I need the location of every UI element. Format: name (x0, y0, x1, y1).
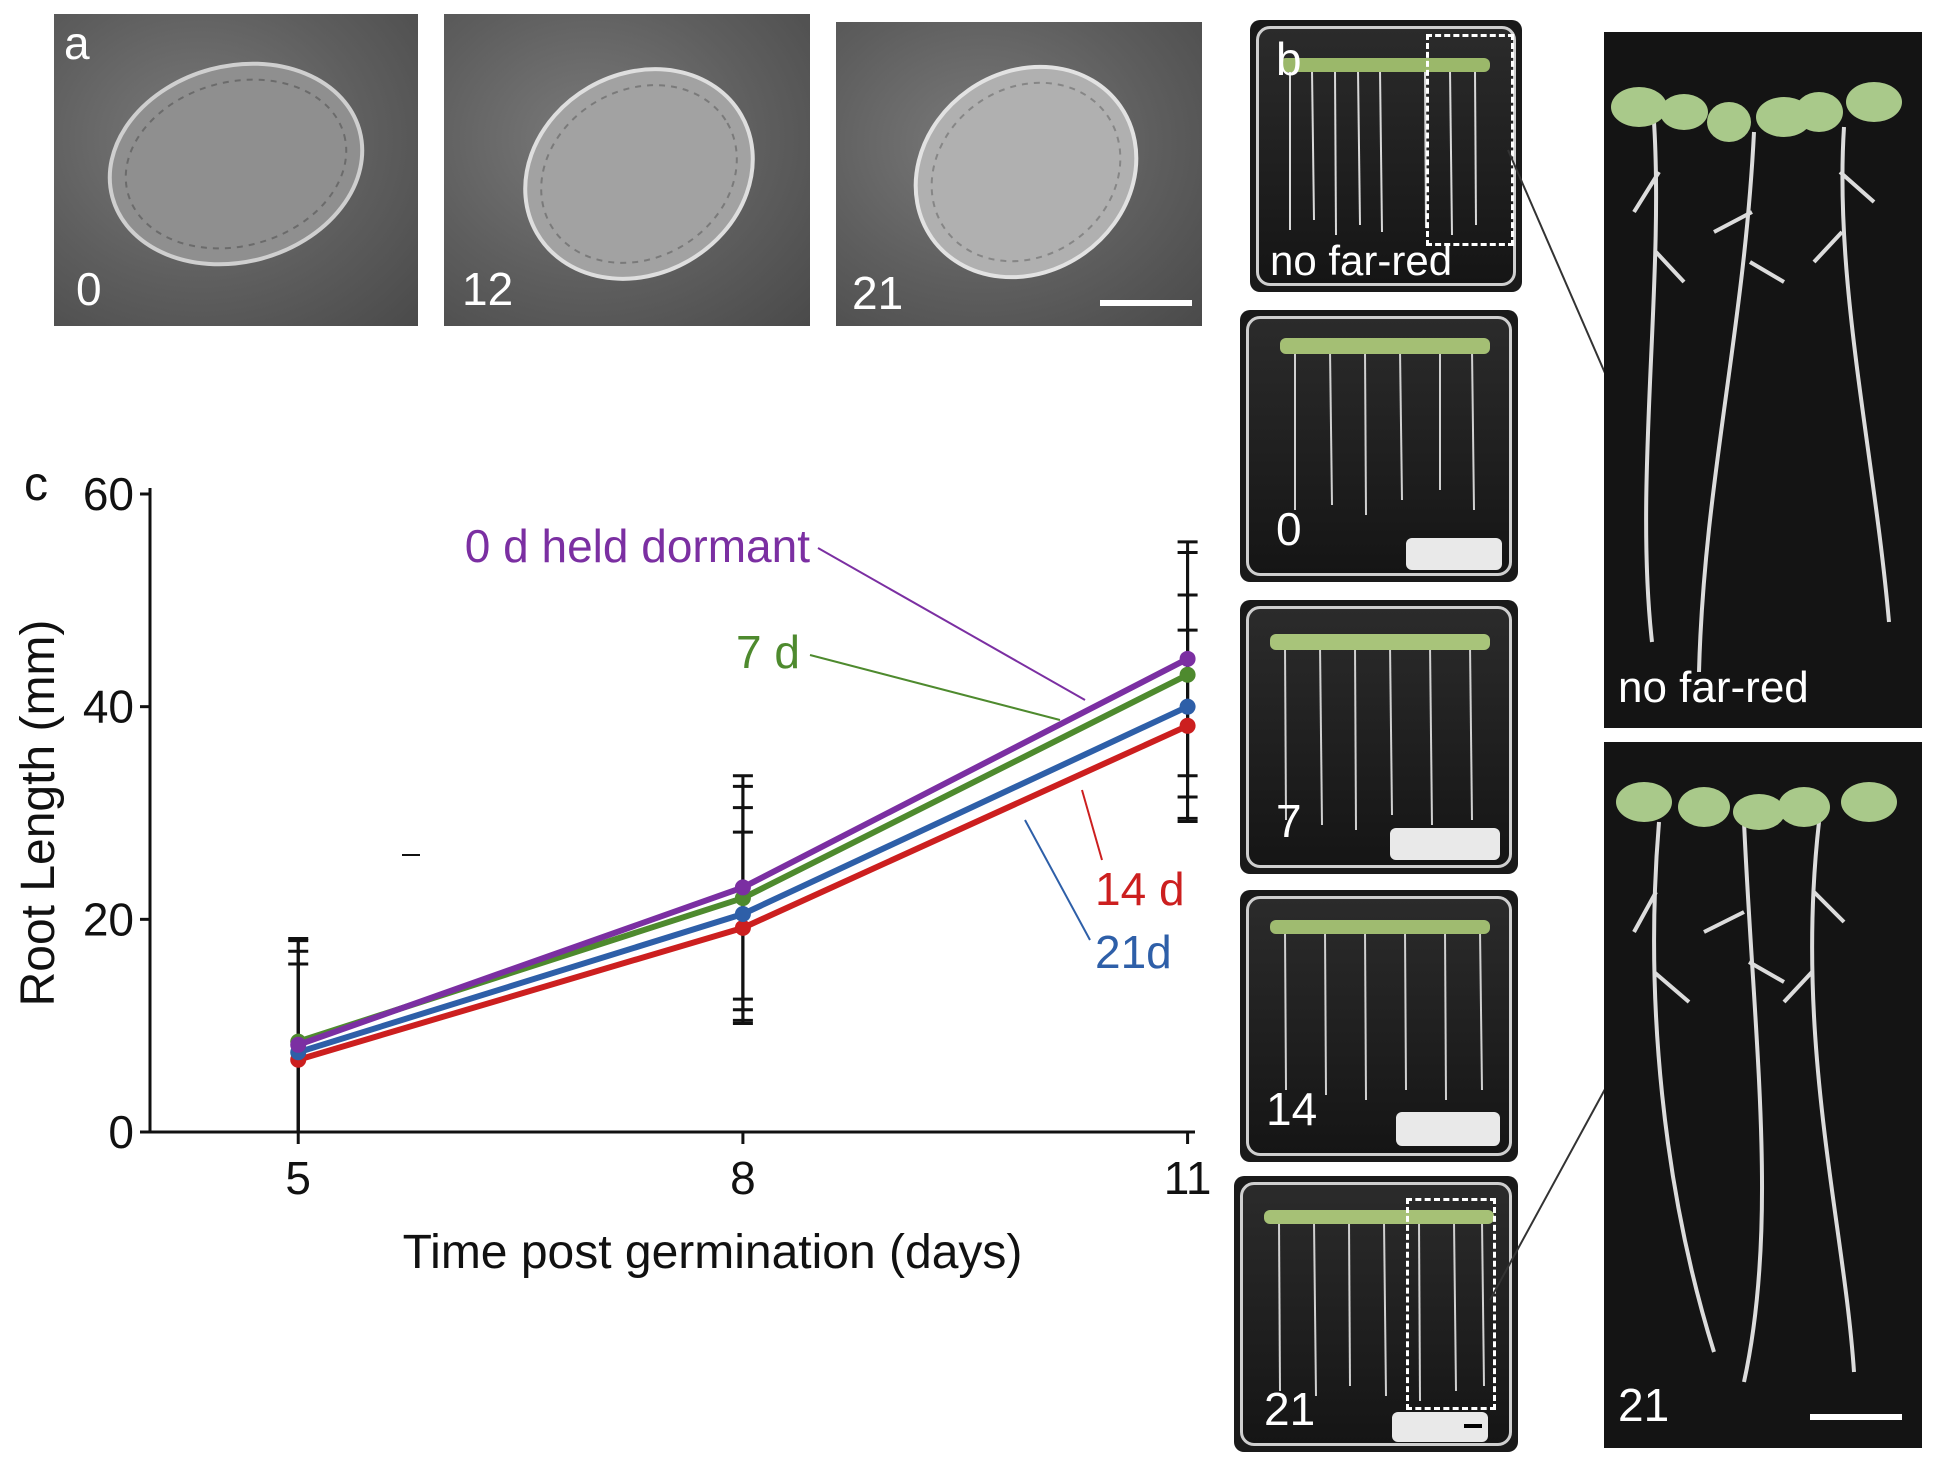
seedling-roots (1616, 782, 1897, 1383)
seedling-roots (1611, 82, 1902, 673)
y-axis-label: Root Length (mm) (12, 620, 65, 1007)
chart-axes: 0 20 40 60 5 8 11 Time post germination (days) R… (12, 468, 1211, 1279)
plate-0: 0 (1240, 310, 1518, 582)
leader-line (817, 547, 1086, 701)
scale-bar (1810, 1414, 1902, 1420)
sem-image-12: 12 (444, 14, 810, 326)
data-point (1179, 666, 1196, 683)
zoom-21: 21 (1604, 742, 1922, 1448)
zoom-label: 21 (1618, 1379, 1670, 1431)
sem-label: 21 (852, 267, 904, 319)
connector-line-top (1507, 149, 1609, 381)
data-point (734, 906, 751, 923)
data-point (1179, 698, 1196, 715)
seedlings (1270, 634, 1490, 831)
data-point (1179, 717, 1196, 734)
sem-label: 12 (462, 263, 514, 315)
series-label: 21d (1095, 926, 1172, 978)
data-point (734, 879, 751, 896)
plate-14: 14 (1240, 890, 1518, 1162)
sem-label: 0 (76, 263, 102, 315)
data-point (290, 1036, 307, 1053)
seedlings (1264, 1210, 1494, 1402)
label-tape (1396, 1112, 1500, 1146)
root-length-chart: c 0 20 40 60 5 8 11 Time post germination (days… (12, 458, 1211, 1279)
scale-bar (1464, 1424, 1482, 1428)
panel-letter-a: a (64, 17, 90, 69)
plate-label: 14 (1266, 1083, 1318, 1135)
seedlings (1280, 338, 1490, 516)
plate-label: 0 (1276, 503, 1302, 555)
selection-box (1426, 34, 1514, 246)
seed-shape (913, 64, 1139, 280)
zoom-label: no far-red (1618, 663, 1809, 712)
y-tick-label: 0 (108, 1106, 134, 1158)
connector-line-bottom (1489, 1079, 1611, 1301)
seedlings (1280, 58, 1490, 236)
leader-line (809, 654, 1061, 721)
plate-7: 7 (1240, 600, 1518, 874)
chart-labels: 0 d held dormant 7 d 21d 14 d (465, 520, 1185, 978)
label-tape (1390, 828, 1500, 860)
scale-bar (1100, 300, 1192, 306)
zoom-no-far-red: no far-red (1604, 32, 1922, 728)
selection-box (1406, 1198, 1496, 1410)
series-label: 0 d held dormant (465, 520, 810, 572)
plate-label: 7 (1276, 795, 1302, 847)
chart-series (288, 540, 1198, 1134)
label-tape (1406, 538, 1502, 570)
x-tick-label: 11 (1164, 1152, 1212, 1204)
plate-label: no far-red (1270, 237, 1453, 284)
data-point (1179, 650, 1196, 667)
x-tick-label: 5 (285, 1152, 311, 1204)
x-axis-label: Time post germination (days) (403, 1226, 1023, 1279)
seed-shape (107, 61, 365, 267)
leader-line (1081, 789, 1103, 861)
sem-image-0: a 0 (54, 14, 418, 326)
leader-line (1024, 819, 1091, 941)
plate-21: 21 (1234, 1176, 1518, 1452)
y-tick-label: 60 (83, 468, 134, 520)
panel-letter-b: b (1276, 33, 1302, 85)
series-label: 7 d (736, 626, 800, 678)
sem-image-21: 21 (836, 22, 1202, 326)
data-point (734, 919, 751, 936)
series-label: 14 d (1095, 863, 1185, 915)
seedlings (1270, 920, 1490, 1101)
plate-label: 21 (1264, 1383, 1316, 1435)
y-tick-label: 20 (83, 893, 134, 945)
panel-letter-c: c (24, 458, 48, 511)
plate-no-far-red: b no far-red (1250, 20, 1522, 292)
seed-shape (523, 67, 755, 281)
y-tick-label: 40 (83, 681, 134, 733)
x-tick-label: 8 (730, 1152, 756, 1204)
